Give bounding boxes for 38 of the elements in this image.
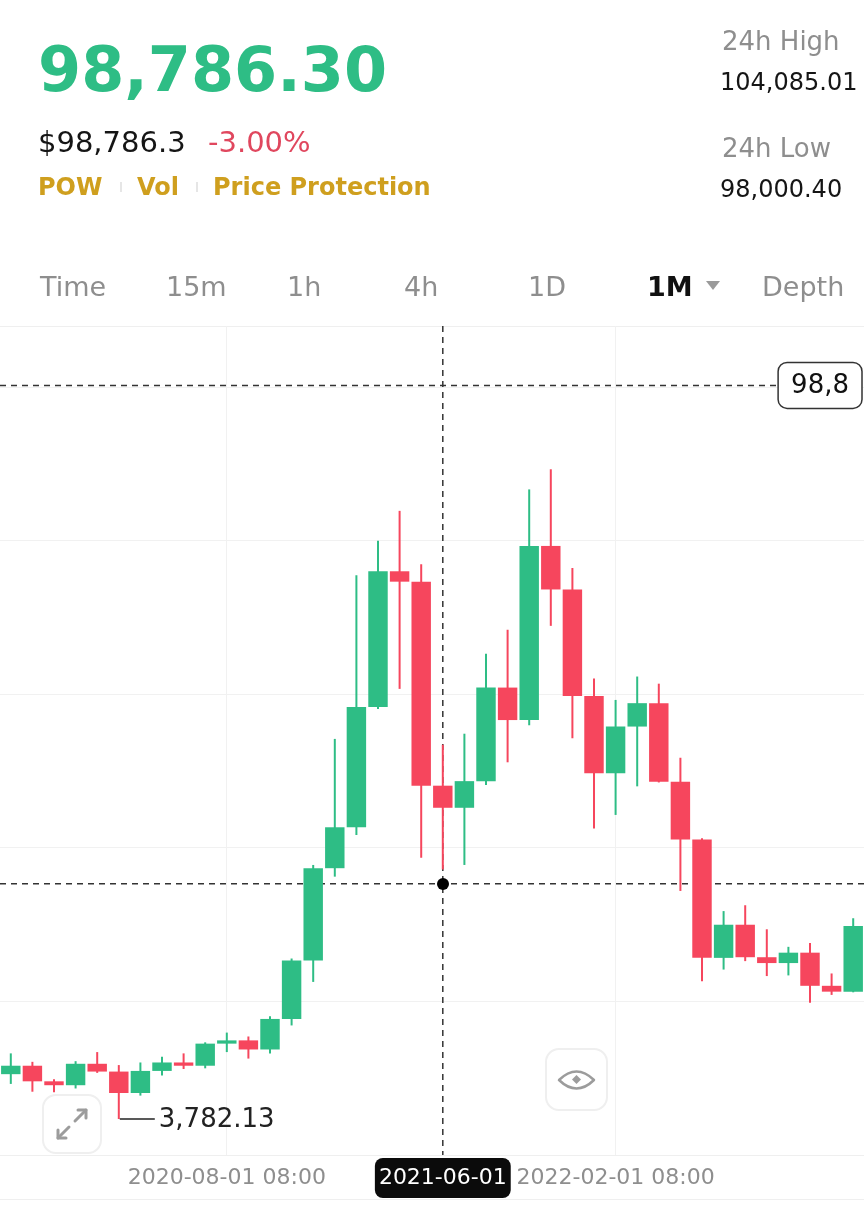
text: 98,000.40 xyxy=(720,175,843,204)
candlestick xyxy=(757,928,777,978)
text: 24h Low xyxy=(722,132,832,163)
candlestick xyxy=(821,972,842,996)
annotation: 3,782.13 xyxy=(158,1102,275,1133)
text: 104,085.01 xyxy=(720,68,858,97)
candlestick xyxy=(22,1060,43,1093)
candlestick xyxy=(433,743,453,871)
text: Time xyxy=(40,271,107,303)
text: 4h xyxy=(404,271,439,303)
candlestick xyxy=(195,1041,215,1070)
candlestick xyxy=(238,1035,259,1060)
text: -3.00% xyxy=(208,125,311,160)
candlestick xyxy=(217,1031,237,1054)
text: 24h High xyxy=(722,25,840,56)
candlestick xyxy=(627,675,647,788)
candlestick xyxy=(109,1064,129,1121)
text: $98,786.3 xyxy=(38,125,186,160)
candlestick xyxy=(389,509,410,690)
chart-title: 98,786.30 xyxy=(38,33,388,107)
x-tick-label: 2020-08-01 08:00 xyxy=(127,1163,326,1189)
candlestick xyxy=(778,945,799,977)
x-tick-label: 2022-02-01 08:00 xyxy=(516,1163,715,1189)
candlestick xyxy=(87,1051,107,1074)
text: POW xyxy=(38,173,103,202)
text: Depth xyxy=(762,271,845,303)
candlestick xyxy=(65,1060,86,1090)
candlestick xyxy=(1,1052,21,1085)
text: Price Protection xyxy=(213,173,431,202)
text: 98,8 xyxy=(791,369,849,400)
text: 1D xyxy=(528,271,566,303)
text: 1M xyxy=(647,271,693,303)
text: 15m xyxy=(166,271,227,303)
text: 1h xyxy=(287,271,322,303)
candlestick xyxy=(130,1061,151,1097)
text: Vol xyxy=(137,173,179,202)
candlestick xyxy=(152,1055,172,1077)
x-tick-label: 2021-06-01 xyxy=(378,1163,507,1189)
